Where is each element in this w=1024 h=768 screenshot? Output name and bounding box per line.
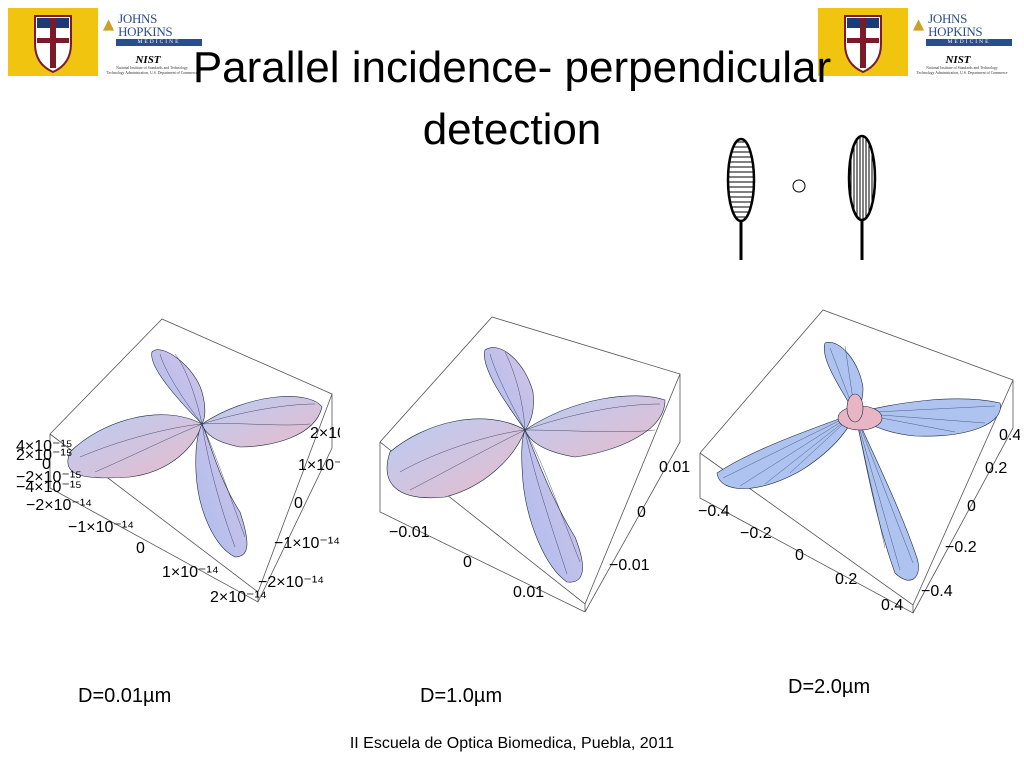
- tick-label: 0.4: [881, 597, 903, 614]
- bounding-box: [699, 309, 1014, 614]
- left-axis-ticks: 4×10⁻¹⁵ 2×10⁻¹⁵ 0 −2×10⁻¹⁵ −4×10⁻¹⁵: [16, 438, 82, 496]
- tick-label: −2×10⁻¹⁵: [16, 469, 82, 486]
- tick-label: −2×10⁻¹⁴: [258, 574, 324, 591]
- lobes: [67, 349, 323, 558]
- right-axis-ticks: 2×10⁻¹⁴ 1×10⁻¹⁴ 0 −1×10⁻¹⁴ −2×10⁻¹⁴: [258, 425, 340, 591]
- jh-nist-logo: JOHNS HOPKINS MEDICINE NIST National Ins…: [98, 8, 208, 76]
- tick-label: 1×10⁻¹⁴: [162, 564, 219, 581]
- tick-label: 2×10⁻¹⁵: [16, 447, 72, 464]
- lobes: [386, 347, 666, 583]
- tick-label: −1×10⁻¹⁴: [274, 535, 340, 552]
- lobes: [716, 342, 1001, 581]
- jh-medicine: MEDICINE: [926, 39, 1012, 46]
- front-axis-ticks: −0.01 0 0.01: [389, 524, 544, 601]
- tick-label: −0.4: [921, 583, 953, 600]
- radiation-plot-2: −0.01 0 0.01 0.01 0 −0.01: [379, 316, 690, 612]
- tick-label: 0: [967, 498, 976, 515]
- tick-label: 0: [637, 504, 646, 521]
- right-axis-ticks: 0.01 0 −0.01: [609, 459, 690, 574]
- tick-label: 0.4: [999, 427, 1020, 444]
- logos-right: JOHNS HOPKINS MEDICINE NIST National Ins…: [818, 8, 1018, 78]
- polarizer-vertical-icon: [847, 134, 877, 260]
- polarizer-horizontal-icon: [726, 137, 756, 260]
- tick-label: −0.01: [609, 557, 650, 574]
- plot-1-caption: D=0.01µm: [78, 685, 172, 707]
- tick-label: 0.2: [985, 460, 1007, 477]
- tick-label: −4×10⁻¹⁵: [16, 479, 82, 496]
- plot-2-caption: D=1.0µm: [420, 685, 503, 707]
- tick-label: 0.01: [659, 459, 690, 476]
- jh-name: JOHNS HOPKINS: [928, 11, 983, 39]
- tick-label: 4×10⁻¹⁵: [16, 438, 72, 455]
- tick-label: 2×10⁻¹⁴: [210, 589, 267, 606]
- tick-label: −0.2: [945, 539, 977, 556]
- tick-label: 0: [136, 540, 145, 557]
- right-axis-ticks: 0.4 0.2 0 −0.2 −0.4: [921, 427, 1020, 600]
- polarizer-diagram: [726, 134, 877, 260]
- title-line-2: detection: [422, 105, 602, 154]
- nist-logo-text: NIST: [945, 54, 971, 66]
- tick-label: 0: [795, 547, 804, 564]
- front-axis-ticks: −2×10⁻¹⁴ −1×10⁻¹⁴ 0 1×10⁻¹⁴ 2×10⁻¹⁴: [26, 497, 267, 606]
- tick-label: 0: [294, 495, 303, 512]
- tick-label: 0: [463, 554, 472, 571]
- nist-subtitle-1: National Institute of Standards and Tech…: [926, 66, 998, 70]
- sample-particle-icon: [792, 179, 806, 193]
- nist-subtitle-2: Technology Administration, U.S. Departme…: [916, 70, 1008, 75]
- front-axis-ticks: −0.4 −0.2 0 0.2 0.4: [698, 503, 903, 614]
- nist-subtitle-1: National Institute of Standards and Tech…: [116, 66, 188, 70]
- logos-left: JOHNS HOPKINS MEDICINE NIST National Ins…: [8, 8, 208, 78]
- jh-name: JOHNS HOPKINS: [118, 11, 173, 39]
- slide-title: Parallel incidence- perpendicular detect…: [0, 37, 1024, 161]
- nist-logo-text: NIST: [135, 54, 161, 66]
- tick-label: −0.2: [740, 525, 772, 542]
- tick-label: 0: [42, 456, 51, 473]
- tick-label: −0.01: [389, 524, 430, 541]
- bounding-box: [49, 318, 333, 603]
- bounding-box: [379, 316, 681, 612]
- slide-footer: II Escuela de Optica Biomedica, Puebla, …: [349, 735, 675, 752]
- tick-label: −1×10⁻¹⁴: [68, 519, 134, 536]
- nist-subtitle-2: Technology Administration, U.S. Departme…: [106, 70, 198, 75]
- tick-label: −2×10⁻¹⁴: [26, 497, 92, 514]
- title-line-1: Parallel incidence- perpendicular: [192, 43, 832, 92]
- university-shield-logo: [8, 8, 98, 76]
- radiation-plot-1: 4×10⁻¹⁵ 2×10⁻¹⁵ 0 −2×10⁻¹⁵ −4×10⁻¹⁵ −2×1…: [16, 318, 340, 606]
- tick-label: 0.01: [513, 584, 544, 601]
- tick-label: 0.2: [835, 571, 857, 588]
- university-shield-logo: [818, 8, 908, 76]
- tick-label: −0.4: [698, 503, 730, 520]
- radiation-plot-3: −0.4 −0.2 0 0.2 0.4 0.4 0.2 0 −0.2 −0.4: [698, 309, 1020, 614]
- plot-3-caption: D=2.0µm: [788, 676, 871, 698]
- tick-label: 2×10⁻¹⁴: [310, 425, 340, 442]
- tick-label: 1×10⁻¹⁴: [298, 457, 340, 474]
- jh-nist-logo: JOHNS HOPKINS MEDICINE NIST National Ins…: [908, 8, 1018, 76]
- jh-medicine: MEDICINE: [116, 39, 202, 46]
